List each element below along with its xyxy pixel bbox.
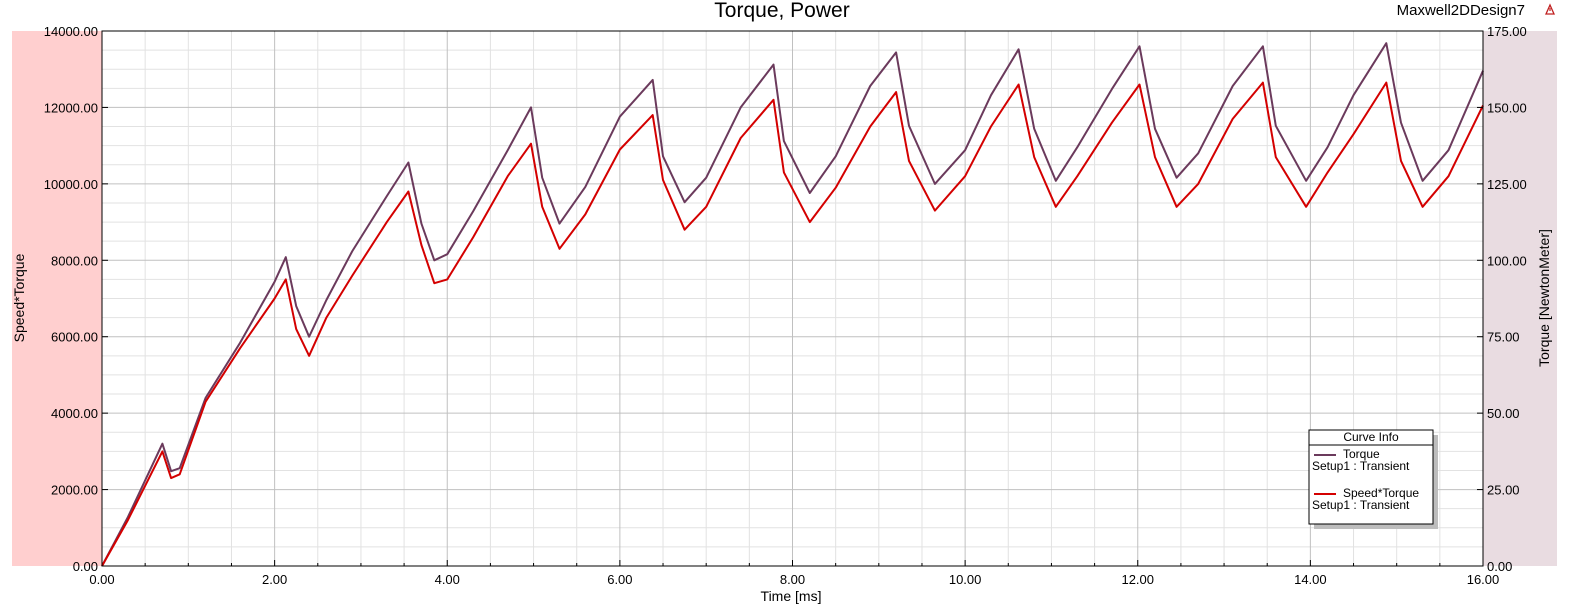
chart-title: Torque, Power bbox=[714, 0, 849, 22]
left-axis-band bbox=[12, 31, 102, 566]
design-warning-icon[interactable] bbox=[1544, 3, 1556, 15]
left-tick-label: 8000.00 bbox=[51, 253, 98, 268]
legend-box bbox=[1308, 429, 1434, 525]
right-tick-label: 0.00 bbox=[1487, 559, 1512, 574]
left-tick-label: 12000.00 bbox=[44, 100, 98, 115]
curve-info-legend[interactable]: Curve Info Torque Setup1 : Transient Spe… bbox=[1308, 429, 1438, 529]
left-tick-label: 10000.00 bbox=[44, 177, 98, 192]
right-tick-label: 50.00 bbox=[1487, 406, 1520, 421]
right-tick-label: 125.00 bbox=[1487, 177, 1527, 192]
legend-entry-torque-setup: Setup1 : Transient bbox=[1312, 459, 1410, 473]
x-axis-label: Time [ms] bbox=[761, 588, 822, 604]
right-axis-ticks: 0.00 25.00 50.00 75.00 100.00 125.00 150.00 175… bbox=[1477, 24, 1527, 574]
design-name: Maxwell2DDesign7 bbox=[1397, 2, 1525, 19]
series-line-speed-torque[interactable] bbox=[101, 81, 1484, 567]
left-tick-label: 2000.00 bbox=[51, 483, 98, 498]
x-tick-label: 8.00 bbox=[780, 572, 805, 587]
x-tick-label: 6.00 bbox=[607, 572, 632, 587]
right-tick-label: 150.00 bbox=[1487, 100, 1527, 115]
left-tick-label: 4000.00 bbox=[51, 406, 98, 421]
legend-entry-torque: Torque bbox=[1343, 447, 1380, 461]
x-tick-label: 16.00 bbox=[1467, 572, 1500, 587]
right-tick-label: 75.00 bbox=[1487, 330, 1520, 345]
series-lines bbox=[101, 42, 1484, 567]
x-tick-label: 4.00 bbox=[435, 572, 460, 587]
x-tick-label: 12.00 bbox=[1121, 572, 1154, 587]
major-gridlines bbox=[102, 31, 1483, 566]
legend-entry-speed-torque-setup: Setup1 : Transient bbox=[1312, 498, 1410, 512]
x-axis-ticks: 0.00 2.00 4.00 6.00 8.00 10.00 12.00 14.00 16.00 bbox=[89, 560, 1499, 587]
right-tick-label: 100.00 bbox=[1487, 253, 1527, 268]
x-tick-label: 2.00 bbox=[262, 572, 287, 587]
left-axis-ticks: 0.00 2000.00 4000.00 6000.00 8000.00 10000.00… bbox=[44, 24, 108, 574]
right-tick-label: 175.00 bbox=[1487, 24, 1527, 39]
left-axis-label: Speed*Torque bbox=[11, 253, 27, 342]
x-tick-label: 0.00 bbox=[89, 572, 114, 587]
legend-entry-speed-torque: Speed*Torque bbox=[1343, 486, 1419, 500]
right-tick-label: 25.00 bbox=[1487, 483, 1520, 498]
legend-title: Curve Info bbox=[1343, 430, 1399, 444]
left-tick-label: 0.00 bbox=[73, 559, 98, 574]
left-tick-label: 6000.00 bbox=[51, 330, 98, 345]
series-line-torque[interactable] bbox=[101, 42, 1484, 567]
right-axis-band bbox=[1483, 31, 1557, 566]
x-tick-label: 10.00 bbox=[949, 572, 982, 587]
x-tick-label: 14.00 bbox=[1294, 572, 1327, 587]
left-tick-label: 14000.00 bbox=[44, 24, 98, 39]
right-axis-label: Torque [NewtonMeter] bbox=[1536, 229, 1552, 367]
